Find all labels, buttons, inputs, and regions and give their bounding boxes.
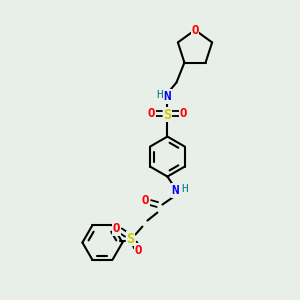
Text: O: O bbox=[113, 222, 120, 235]
Text: S: S bbox=[163, 108, 172, 122]
Text: O: O bbox=[191, 23, 199, 37]
Text: O: O bbox=[180, 107, 187, 120]
Text: N: N bbox=[172, 184, 179, 197]
Text: H: H bbox=[181, 184, 188, 194]
Text: S: S bbox=[126, 232, 135, 246]
Text: O: O bbox=[142, 194, 149, 207]
Text: O: O bbox=[148, 107, 155, 120]
Text: O: O bbox=[135, 244, 142, 257]
Text: N: N bbox=[164, 90, 171, 103]
Text: H: H bbox=[156, 90, 163, 100]
